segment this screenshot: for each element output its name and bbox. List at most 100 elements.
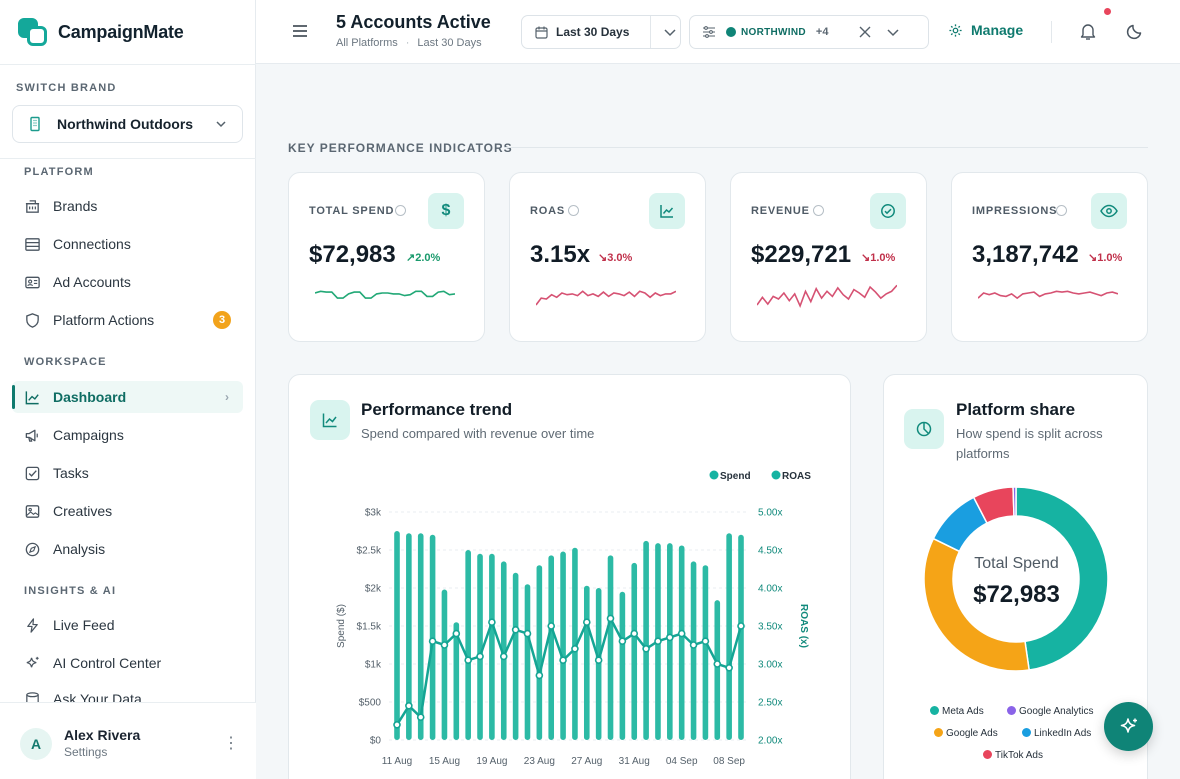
more-vertical-icon[interactable]: ⋮ (223, 735, 239, 752)
roas-line (395, 615, 743, 726)
spend-bar (738, 534, 744, 740)
kpi-delta: ↗2.0% (406, 252, 441, 264)
app-name: CampaignMate (58, 21, 184, 42)
kpi-card-revenue[interactable]: REVENUE $229,721 ↘1.0% (730, 172, 927, 342)
chart-line-icon (649, 193, 685, 229)
sidebar-item-ask-your-data[interactable]: Ask Your Data (12, 685, 243, 702)
sidebar-item-label: Ad Accounts (53, 274, 131, 290)
spend-bar (524, 584, 531, 740)
roas-point (476, 652, 484, 661)
kpi-card-total-spend[interactable]: TOTAL SPEND $ $72,983 ↗2.0% (288, 172, 485, 342)
user-profile[interactable]: A Alex Rivera Settings ⋮ (0, 702, 256, 779)
roas-point (428, 637, 437, 646)
sidebar-item-platform-actions[interactable]: Platform Actions 3 (12, 304, 243, 336)
legend-item-linkedin[interactable]: LinkedIn Ads (1022, 728, 1091, 739)
kpi-value: 3,187,742 (972, 241, 1079, 268)
x-tick-label: 27 Aug (571, 756, 602, 767)
logo-icon (18, 18, 48, 46)
shield-icon (26, 312, 39, 328)
sidebar-item-label: Brands (53, 198, 98, 214)
sidebar-item-ad-accounts[interactable]: Ad Accounts (12, 266, 243, 298)
roas-point (416, 713, 425, 722)
kpi-card-impressions[interactable]: IMPRESSIONS 3,187,742 ↘1.0% (951, 172, 1148, 342)
x-tick-label: 31 Aug (619, 756, 650, 767)
legend-item-tiktok[interactable]: TikTok Ads (983, 750, 1043, 761)
sidebar-item-brands[interactable]: Brands (12, 190, 243, 222)
notifications-button[interactable] (1079, 8, 1111, 46)
brand-name: Northwind Outdoors (57, 116, 194, 132)
x-tick-label: 23 Aug (524, 756, 555, 767)
moon-icon[interactable] (1126, 22, 1144, 40)
sidebar-item-label: Platform Actions (53, 312, 155, 328)
sparkline-series (536, 290, 676, 306)
legend-item-google-ads[interactable]: Google Ads (934, 728, 998, 739)
platform-share-donut (923, 486, 1109, 672)
roas-point (405, 701, 413, 710)
sidebar-item-creatives[interactable]: Creatives (12, 495, 243, 527)
date-range-picker[interactable]: Last 30 Days (521, 15, 681, 49)
database-icon (26, 692, 39, 702)
sidebar-item-connections[interactable]: Connections (12, 228, 243, 260)
brand-selector[interactable]: Northwind Outdoors (12, 105, 243, 143)
account-filter[interactable]: NORTHWIND +4 (689, 15, 929, 49)
brand-dot-icon (726, 27, 736, 37)
spend-bar (690, 561, 697, 740)
sidebar-item-analysis[interactable]: Analysis (12, 533, 243, 565)
sidebar-item-label: Live Feed (53, 617, 115, 633)
sidebar-item-campaigns[interactable]: Campaigns (12, 419, 243, 451)
spend-bar (417, 533, 424, 740)
sparkline-series (978, 290, 1118, 300)
ai-assistant-button[interactable] (1104, 702, 1153, 751)
account-more-count: +4 (815, 26, 829, 38)
y-tick-label: $2.5k (357, 546, 382, 557)
kpi-label: IMPRESSIONS (972, 205, 1058, 217)
spend-bar (702, 565, 709, 740)
app-logo[interactable]: CampaignMate (18, 18, 184, 46)
account-filter-value: NORTHWIND (741, 26, 806, 38)
chevron-down-icon[interactable] (886, 25, 900, 39)
info-icon[interactable] (813, 205, 824, 216)
chart-icon (25, 390, 39, 404)
spend-bar (619, 591, 626, 740)
y2-tick-label: 5.00x (758, 508, 782, 519)
kpi-value: $72,983 (309, 241, 396, 268)
pie-chart-icon (904, 409, 944, 449)
legend-item-meta[interactable]: Meta Ads (930, 706, 984, 717)
info-icon[interactable] (1056, 205, 1067, 216)
info-icon[interactable] (568, 205, 579, 216)
manage-button[interactable]: Manage (948, 22, 1023, 38)
y-axis-label: Spend ($) (336, 604, 347, 648)
trend-chart-icon (310, 400, 350, 440)
divider (0, 158, 256, 159)
close-icon[interactable] (858, 25, 872, 39)
spend-bar (394, 531, 400, 740)
x-tick-label: 19 Aug (476, 756, 507, 767)
compass-icon (25, 542, 40, 556)
legend-item-google-analytics[interactable]: Google Analytics (1007, 706, 1094, 717)
calendar-icon (535, 26, 548, 39)
chevron-down-icon (664, 29, 676, 37)
platform-share-card: Platform share How spend is split across… (883, 374, 1148, 779)
kpi-sparkline (757, 284, 897, 309)
check-circle-icon (870, 193, 906, 229)
donut-center-value: $72,983 (973, 581, 1060, 608)
eye-icon (1091, 193, 1127, 229)
x-tick-label: 15 Aug (429, 756, 460, 767)
roas-point (499, 652, 508, 661)
kpi-card-roas[interactable]: ROAS 3.15x ↘3.0% (509, 172, 706, 342)
roas-point (393, 720, 401, 729)
sidebar-item-live-feed[interactable]: Live Feed (12, 609, 243, 641)
section-label-workspace: WORKSPACE (24, 356, 107, 368)
spend-bar (548, 555, 555, 740)
menu-icon[interactable] (292, 24, 308, 38)
sidebar-item-ai-control-center[interactable]: AI Control Center (12, 647, 243, 679)
user-settings-link[interactable]: Settings (64, 745, 108, 759)
sidebar-item-dashboard[interactable]: Dashboard › (12, 381, 243, 413)
section-label-insights: INSIGHTS & AI (24, 585, 117, 597)
kpi-label: ROAS (530, 205, 565, 217)
sidebar-item-tasks[interactable]: Tasks (12, 457, 243, 489)
spend-bar (583, 585, 590, 740)
sliders-icon (703, 26, 715, 38)
sparkline-series (757, 284, 897, 309)
info-icon[interactable] (395, 205, 406, 216)
